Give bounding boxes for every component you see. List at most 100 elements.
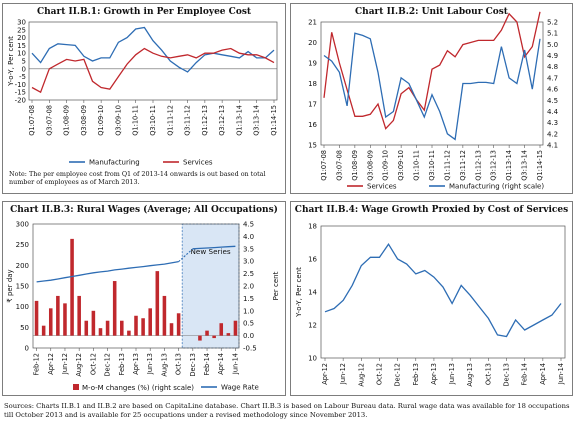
- y-tick-label: 4.3: [547, 119, 558, 127]
- plot-frame: [320, 225, 566, 359]
- x-tick-label: Apr-14: [217, 353, 225, 375]
- x-tick-label: Q1:08-09: [63, 105, 71, 136]
- x-tick-label: Q1:13-14: [505, 150, 513, 181]
- y-tick-label: 16: [308, 256, 317, 264]
- x-tick-label: Oct-13: [175, 353, 183, 375]
- legend-entry: M-o-M changes (%) (right scale): [82, 384, 194, 392]
- y-tick-label: 20: [308, 39, 317, 47]
- y-tick-label: 4.6: [547, 86, 559, 94]
- x-tick-label: Aug-12: [75, 353, 83, 377]
- x-tick-label: Q1:07-08: [28, 105, 36, 136]
- y-tick-label: 18: [308, 223, 317, 231]
- bar: [91, 310, 96, 336]
- y-tick-label: 4.4: [547, 108, 559, 116]
- x-tick-label: Apr-12: [47, 353, 55, 375]
- chart-plot-rural-wages: New Series 0 50 100 150 200 250 300 -0.5 0.0 0.5 1.…: [6, 221, 280, 393]
- x-tick-label: Q3:13-14: [253, 105, 261, 136]
- y-tick-label: -0.5: [243, 345, 257, 353]
- y-tick-label: 4.9: [547, 52, 558, 60]
- chart-plot-unit-labour-cost: 15 16 17 18 19 20 21 4.1 4.2 4.3 4.4 4.5 4.6 4.7 4.8 4.…: [308, 11, 559, 191]
- x-tick-label: Apr-13: [430, 363, 438, 385]
- x-tick-label: Dec-13: [189, 353, 197, 377]
- y-axis-label: Y-o-Y, Per cent: [7, 36, 15, 87]
- y-tick-label: 14: [308, 289, 317, 297]
- x-tick-label: Aug-12: [357, 363, 365, 387]
- y-tick-label: 0: [22, 65, 26, 73]
- x-tick-label: Q1:12-13: [201, 105, 209, 136]
- bar: [134, 315, 138, 336]
- y-tick-label: 5.2: [547, 19, 558, 27]
- bar: [176, 313, 181, 336]
- x-tick-label: Q1:09-10: [97, 105, 105, 136]
- x-tick-label: Q1:09-10: [382, 150, 390, 181]
- x-tick-label: Q3:07-08: [45, 105, 53, 136]
- x-tick-label: Q3:09-10: [397, 150, 405, 181]
- chart-panel-2: Chart II.B.2: Unit Labour Cost 15 16 17 18 1…: [290, 3, 573, 194]
- y-tick-label: 4.8: [547, 63, 558, 71]
- y-tick-label: 4.1: [547, 142, 558, 150]
- y-tick-label: 250: [16, 241, 29, 249]
- y-tick-label: 0.5: [243, 320, 254, 328]
- y-tick-label: 200: [16, 262, 29, 270]
- x-tick-label: Q1:14-15: [536, 150, 544, 181]
- bar: [141, 318, 145, 336]
- y-tick-label: 3.0: [243, 258, 254, 266]
- x-tick-label: Q3:08-09: [80, 105, 88, 136]
- x-tick-label: Q1:10-11: [413, 150, 421, 181]
- x-tick-label: Apr-13: [132, 353, 140, 375]
- x-tick-label: Jun-12: [339, 363, 347, 385]
- chart-title: Chart II.B.3: Rural Wages (Average; All …: [10, 205, 278, 215]
- y-tick-label: 4.7: [547, 74, 558, 82]
- x-tick-label: Q3:12-13: [218, 105, 226, 136]
- x-tick-label: Aug-13: [160, 353, 168, 377]
- x-tick-label: Q3:12-13: [490, 150, 498, 181]
- x-tick-label: Dec-12: [394, 363, 402, 387]
- x-tick-label: Q3:11-12: [184, 105, 192, 136]
- legend-entry: Services: [183, 159, 213, 167]
- y-tick-label: 50: [20, 324, 29, 332]
- bar: [120, 320, 124, 336]
- y-axis-label: Y-o-Y, Per cent: [295, 267, 303, 318]
- bar: [127, 330, 131, 336]
- x-tick-label: Dec-12: [104, 353, 112, 377]
- y-tick-label: 300: [16, 221, 29, 229]
- x-tick-label: Q1:12-13: [474, 150, 482, 181]
- x-tick-label: Jun-14: [557, 363, 565, 385]
- y-tick-label: -15: [15, 89, 26, 97]
- new-series-annotation: New Series: [191, 247, 231, 256]
- bar: [112, 281, 117, 336]
- x-tick-label: Q3:08-09: [366, 150, 374, 181]
- x-tick-label: Jun-14: [231, 353, 239, 375]
- series-line-1: [323, 32, 541, 141]
- bar: [70, 238, 74, 336]
- plot-frame: [28, 21, 278, 101]
- bar: [162, 295, 167, 336]
- y-tick-label: 12: [308, 322, 317, 330]
- bar: [63, 303, 67, 336]
- x-tick-label: Q1:14-15: [270, 105, 278, 136]
- y-tick-label: 17: [308, 101, 317, 109]
- source-note: Sources: Charts II.B.1 and II.B.2 are ba…: [4, 402, 570, 420]
- x-tick-label: Q3:13-14: [521, 150, 529, 181]
- x-tick-label: Q1:11-12: [443, 150, 451, 181]
- y-tick-label: 25: [17, 26, 26, 34]
- chart-title: Chart II.B.1: Growth in Per Employee Cos…: [36, 7, 252, 17]
- x-tick-label: Feb-14: [203, 353, 211, 375]
- x-tick-label: Feb-13: [412, 363, 420, 385]
- chart-note: Note: The per employee cost from Q1 of 2…: [9, 170, 266, 187]
- bar: [84, 320, 89, 336]
- y-tick-label: 2.5: [243, 270, 254, 278]
- chart-panel-4: Chart II.B.4: Wage Growth Proxied by Cos…: [290, 201, 573, 396]
- x-tick-label: Q3:09-10: [114, 105, 122, 136]
- x-tick-label: Q1:07-08: [320, 150, 328, 181]
- y-tick-label: 5.0: [547, 41, 558, 49]
- x-tick-label: Dec-13: [503, 363, 511, 387]
- x-tick-label: Q3:10-11: [428, 150, 436, 181]
- y-tick-label: 100: [16, 303, 29, 311]
- series-line-0: [324, 243, 562, 338]
- bar: [233, 320, 238, 336]
- chart-panel-3: Chart II.B.3: Rural Wages (Average; All …: [2, 201, 286, 396]
- y-tick-label: 5.1: [547, 30, 558, 38]
- y2-axis-label: Per cent: [272, 271, 280, 300]
